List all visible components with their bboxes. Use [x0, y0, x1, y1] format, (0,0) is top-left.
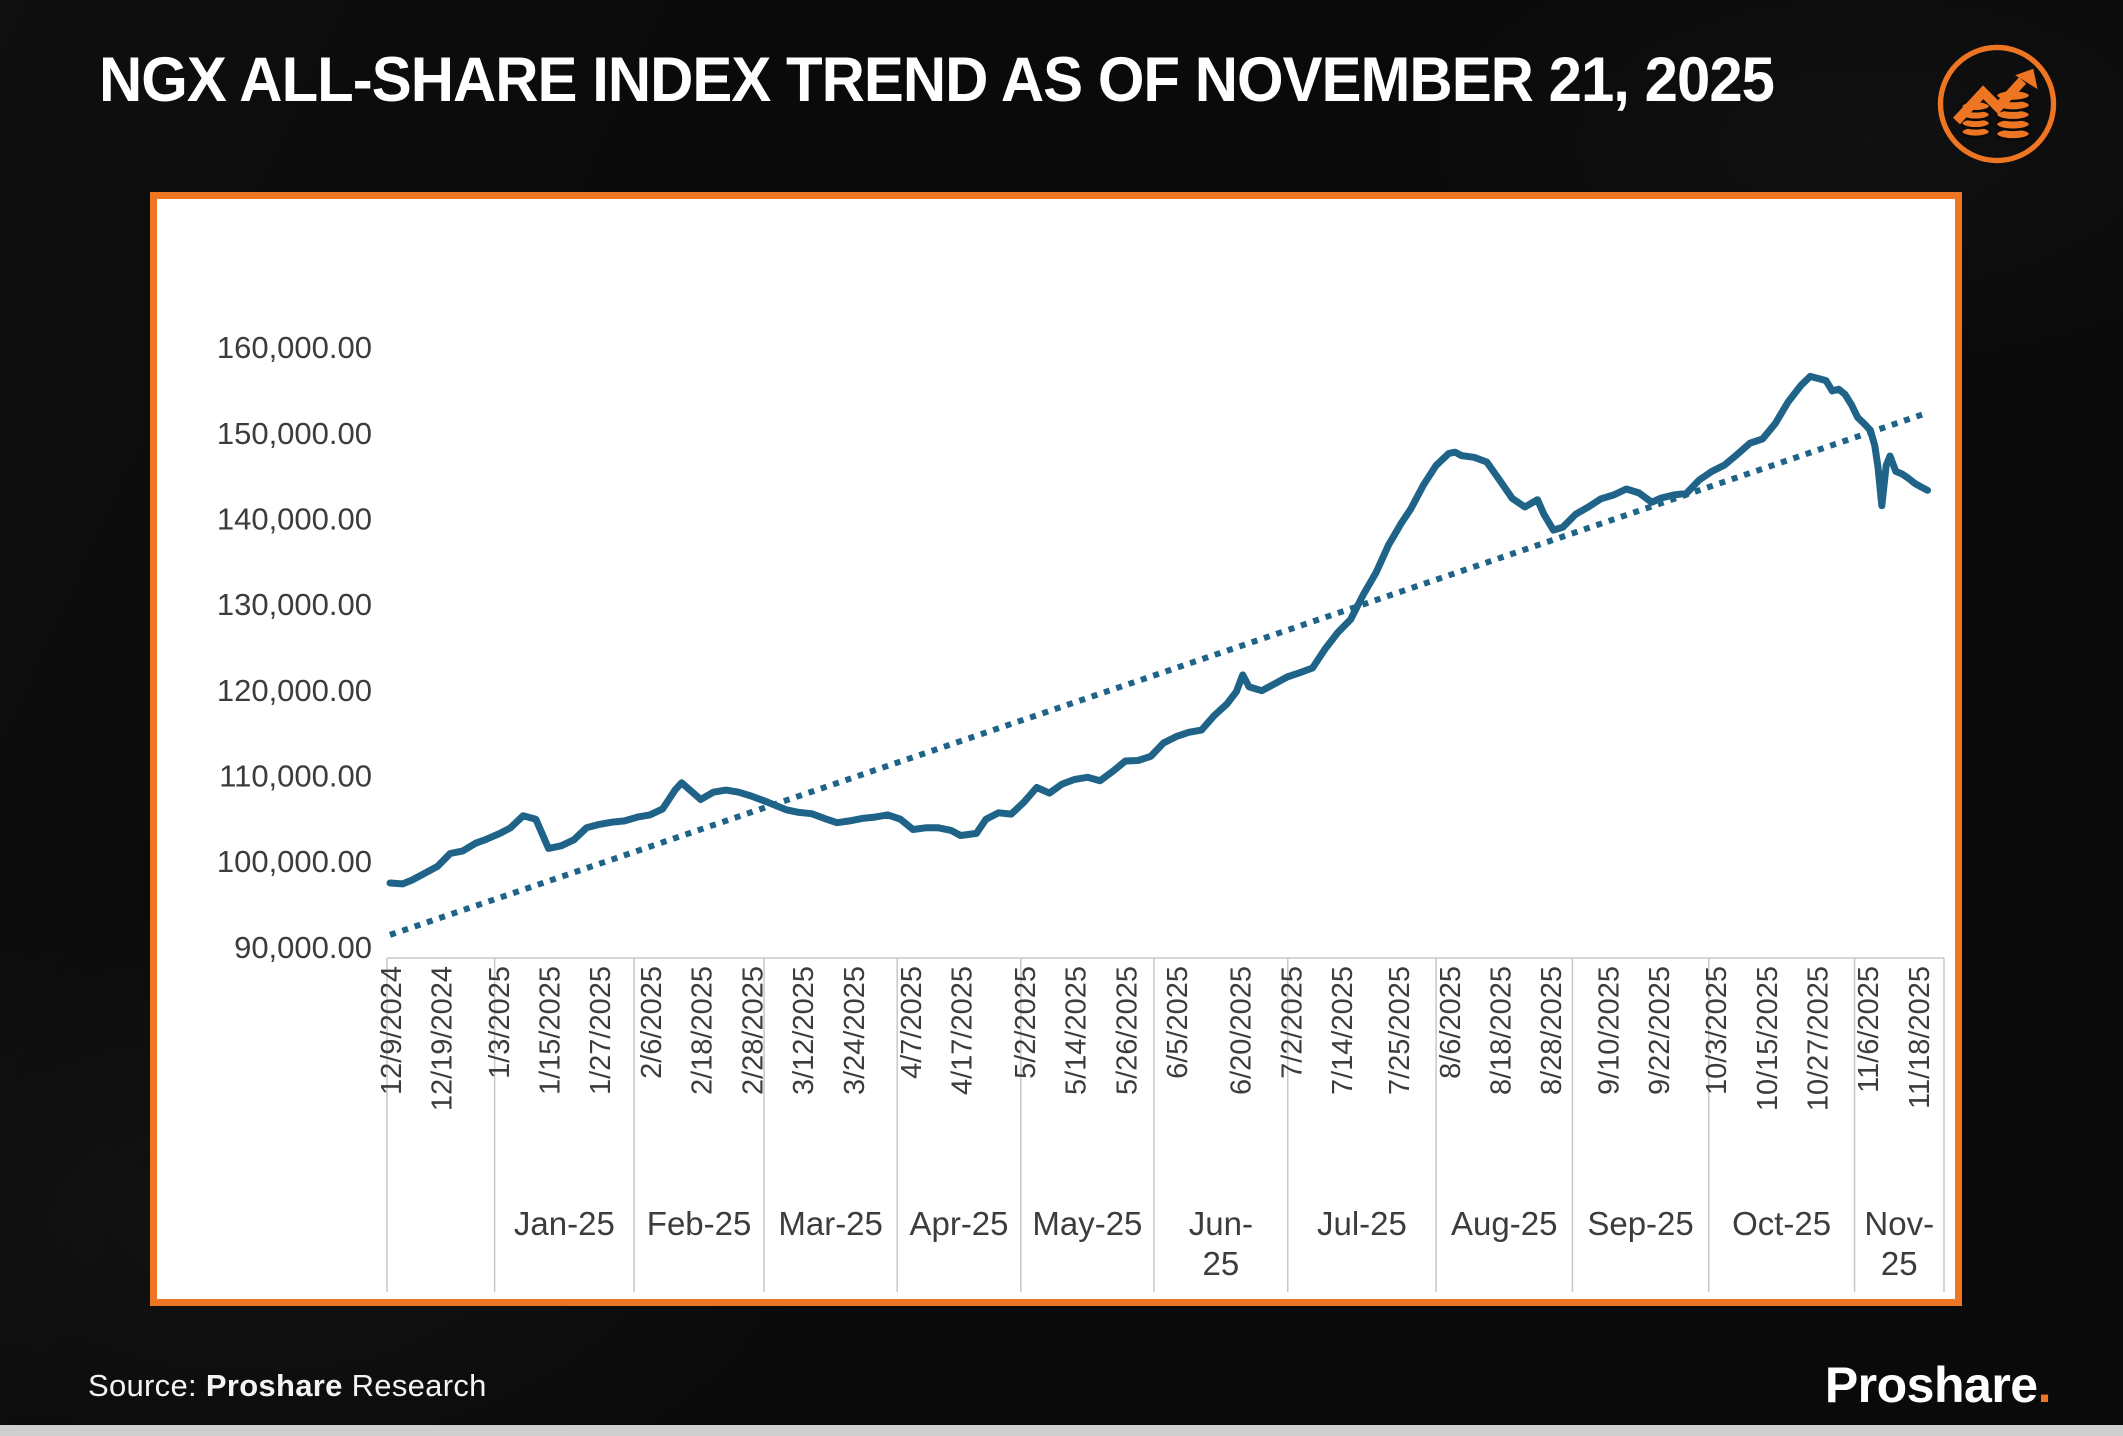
x-tick-label: 11/6/2025 [1853, 966, 1885, 1093]
x-tick-label: 6/5/2025 [1162, 966, 1194, 1079]
x-tick-label: 3/12/2025 [788, 966, 820, 1095]
x-tick-label: 2/28/2025 [737, 966, 769, 1095]
x-tick-label: 4/7/2025 [896, 966, 928, 1079]
y-tick-label: 120,000.00 [217, 673, 372, 708]
x-tick-label: 8/28/2025 [1536, 966, 1568, 1095]
x-tick-label: 11/18/2025 [1904, 966, 1936, 1109]
x-tick-label: 7/25/2025 [1384, 966, 1416, 1095]
icon-ring [1937, 44, 2057, 164]
chart-panel: 160,000.00 150,000.00 140,000.00 130,000.00… [150, 192, 1962, 1306]
icon-up-arrow [1952, 68, 2038, 125]
x-tick-label: 9/22/2025 [1644, 966, 1676, 1095]
plot-background [157, 199, 1955, 1299]
y-tick-label: 100,000.00 [217, 844, 372, 879]
y-tick-label: 110,000.00 [219, 759, 372, 794]
source-attribution: Source: Proshare Research [88, 1368, 487, 1404]
x-tick-label: 10/15/2025 [1752, 966, 1784, 1111]
month-label: Jan-25 [514, 1205, 615, 1242]
month-label: Apr-25 [909, 1205, 1008, 1242]
x-tick-label: 5/14/2025 [1061, 966, 1093, 1095]
month-label: Aug-25 [1451, 1205, 1557, 1242]
x-tick-label: 4/17/2025 [947, 966, 979, 1095]
page-title: NGX ALL-SHARE INDEX TREND AS OF NOVEMBER… [99, 45, 1775, 115]
x-tick-label: 2/18/2025 [687, 966, 719, 1095]
x-tick-label: 12/9/2024 [376, 966, 408, 1095]
month-label: Nov-25 [1864, 1205, 1934, 1282]
growth-chart-coins-icon [1937, 44, 2057, 164]
source-brand: Proshare [205, 1368, 343, 1403]
x-tick-label: 10/3/2025 [1701, 966, 1733, 1095]
asi-trend-chart: 160,000.00 150,000.00 140,000.00 130,000.00… [157, 199, 1955, 1299]
month-label: Oct-25 [1732, 1205, 1831, 1242]
y-tick-label: 140,000.00 [217, 502, 372, 537]
x-tick-label: 7/14/2025 [1327, 966, 1359, 1095]
proshare-logo-dot: . [2037, 1357, 2052, 1413]
y-tick-label: 130,000.00 [217, 587, 372, 622]
x-tick-label: 10/27/2025 [1803, 966, 1835, 1111]
y-tick-label: 150,000.00 [217, 416, 372, 451]
x-tick-label: 5/2/2025 [1010, 966, 1042, 1079]
asi-line [386, 372, 1931, 888]
y-tick-label: 160,000.00 [217, 330, 372, 365]
x-tick-label: 1/15/2025 [535, 966, 567, 1095]
bottom-strip [0, 1425, 2123, 1436]
x-tick-label: 1/3/2025 [484, 966, 516, 1079]
x-tick-label: 2/6/2025 [636, 966, 668, 1079]
month-label: Jun-25 [1189, 1205, 1253, 1282]
x-tick-label: 9/10/2025 [1593, 966, 1625, 1095]
x-tick-label: 8/6/2025 [1435, 966, 1467, 1079]
proshare-logo: Proshare. [1824, 1356, 2052, 1414]
source-prefix: Source: [88, 1368, 206, 1403]
month-label: Feb-25 [647, 1205, 752, 1242]
month-label: Jul-25 [1317, 1205, 1407, 1242]
x-tick-label: 8/18/2025 [1486, 966, 1518, 1095]
x-tick-label: 1/27/2025 [585, 966, 617, 1095]
x-tick-label: 12/19/2024 [427, 966, 459, 1111]
month-label: Sep-25 [1587, 1205, 1693, 1242]
month-label: May-25 [1032, 1205, 1142, 1242]
x-tick-label: 7/2/2025 [1276, 966, 1308, 1079]
x-tick-label: 5/26/2025 [1111, 966, 1143, 1095]
y-tick-label: 90,000.00 [234, 930, 372, 965]
month-label: Mar-25 [778, 1205, 883, 1242]
source-suffix: Research [342, 1368, 487, 1403]
trend-line [389, 409, 1929, 938]
x-tick-label: 3/24/2025 [839, 966, 871, 1095]
proshare-logo-text: Proshare [1824, 1357, 2038, 1413]
x-tick-label: 6/20/2025 [1226, 966, 1258, 1095]
